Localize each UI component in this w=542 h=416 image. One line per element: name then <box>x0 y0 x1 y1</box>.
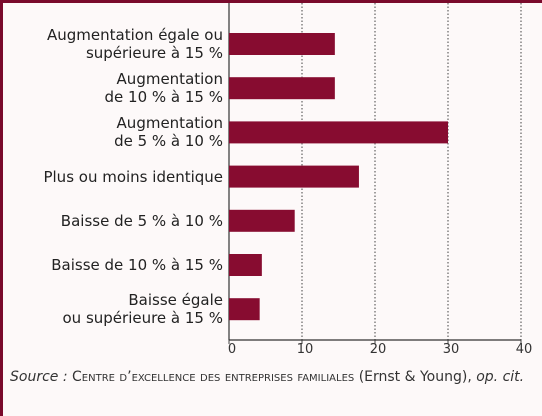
source-note: Source : Centre d’excellence des entrepr… <box>10 367 535 387</box>
y-tick-label: Augmentation de 5 % à 10 % <box>114 114 223 151</box>
source-rest: (Ernst & Young), <box>358 369 472 385</box>
y-tick-label: Baisse de 10 % à 15 % <box>51 256 223 274</box>
bar <box>229 298 260 321</box>
x-tick-label: 20 <box>369 342 387 357</box>
bar <box>229 121 448 144</box>
x-tick-label: 40 <box>515 342 533 357</box>
bar <box>229 209 295 232</box>
bar <box>229 254 262 276</box>
y-tick-label: Baisse de 5 % à 10 % <box>60 211 223 230</box>
y-tick-label: Augmentation égale ou supérieure à 15 % <box>46 26 223 62</box>
bar <box>229 77 335 100</box>
x-tick-label: 0 <box>227 342 237 357</box>
source-ref: op. cit. <box>476 369 525 385</box>
x-tick-label: 10 <box>296 342 314 357</box>
bar <box>229 165 359 188</box>
chart <box>228 3 522 344</box>
source-label: Source : <box>10 369 68 385</box>
y-tick-label: Augmentation de 10 % à 15 % <box>104 70 223 107</box>
y-tick-label: Baisse égale ou supérieure à 15 % <box>62 291 224 328</box>
bar <box>229 33 335 55</box>
source-org: Centre d’excellence des entreprises fami… <box>72 369 355 385</box>
x-tick-label: 30 <box>442 342 460 357</box>
y-tick-label: Plus ou moins identique <box>43 167 223 186</box>
